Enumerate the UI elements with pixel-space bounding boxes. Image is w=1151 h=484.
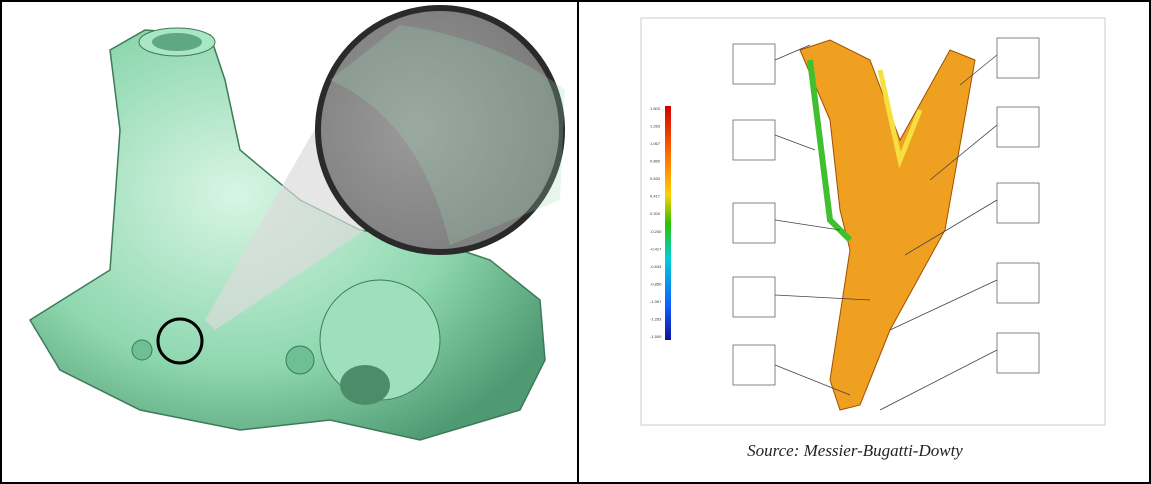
scale-label: 0.850 [650,159,661,164]
detail-circle [156,317,204,365]
scale-label: -0.633 [650,264,662,269]
scale-label: 1.283 [650,124,661,129]
scale-label: 0.417 [650,194,661,199]
scale-label: -1.067 [650,299,662,304]
callout-lines [774,44,998,411]
scale-label: -0.417 [650,246,662,251]
casting [28,5,565,441]
caption: Source: Messier-Bugatti-Dowty [747,441,963,460]
scale-label: 1.067 [650,141,661,146]
scale-label: -1.283 [650,316,662,321]
scale-label: 0.633 [650,176,661,181]
magnifier [315,5,565,255]
scale-label: 1.500 [650,106,661,111]
scale-label: -1.500 [650,334,662,339]
color-scale [665,106,671,340]
scale-label: 0.200 [650,211,661,216]
scale-labels: 1.500 1.283 1.067 0.850 0.633 0.417 0.200 -0.20… [650,106,662,339]
scale-label: -0.200 [650,229,662,234]
callout-boxes [732,37,1040,386]
scale-label: -0.850 [650,281,662,286]
